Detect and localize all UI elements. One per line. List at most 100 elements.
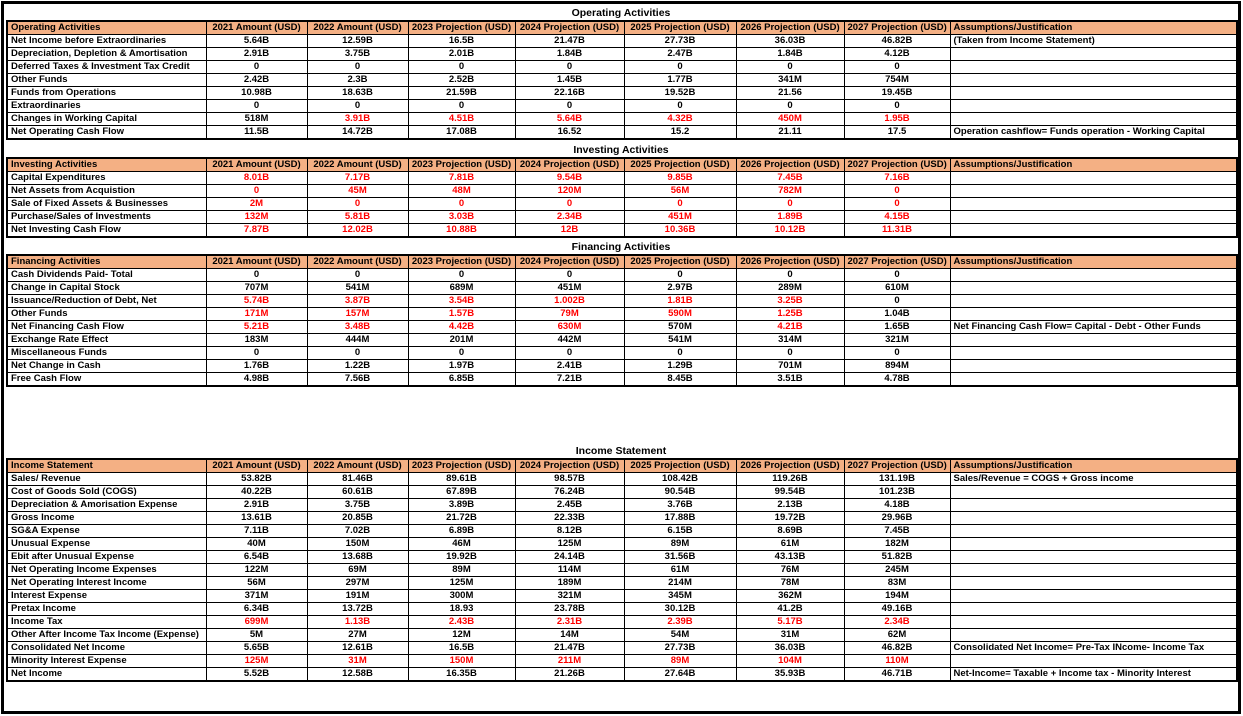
row-label[interactable]: Depreciation, Depletion & Amortisation — [6, 47, 207, 61]
cell-value[interactable]: 114M — [514, 563, 625, 577]
cell-value[interactable]: 18.63B — [306, 86, 409, 100]
cell-value[interactable]: 40.22B — [205, 485, 308, 499]
cell-value[interactable]: 5.81B — [306, 210, 409, 224]
cell-value[interactable]: 4.21B — [735, 320, 845, 334]
cell-value[interactable]: 0 — [205, 60, 308, 74]
cell-assumption[interactable] — [949, 112, 1238, 126]
cell-value[interactable]: 894M — [843, 359, 951, 373]
row-label[interactable]: Pretax Income — [6, 602, 207, 616]
row-label[interactable]: Income Tax — [6, 615, 207, 629]
cell-value[interactable]: 2M — [205, 197, 308, 211]
cell-value[interactable]: 2.42B — [205, 73, 308, 87]
row-label[interactable]: Net Operating Income Expenses — [6, 563, 207, 577]
header-section-label[interactable]: Operating Activities — [6, 20, 207, 35]
cell-value[interactable]: 0 — [306, 346, 409, 360]
cell-value[interactable]: 60.61B — [306, 485, 409, 499]
cell-value[interactable]: 541M — [623, 333, 737, 347]
cell-value[interactable]: 31M — [306, 654, 409, 668]
cell-value[interactable]: 12.02B — [306, 223, 409, 238]
column-header[interactable]: 2024 Projection (USD) — [514, 157, 625, 172]
cell-assumption[interactable] — [949, 346, 1238, 360]
cell-value[interactable]: 1.89B — [735, 210, 845, 224]
cell-assumption[interactable] — [949, 197, 1238, 211]
cell-value[interactable]: 1.81B — [623, 294, 737, 308]
cell-value[interactable]: 24.14B — [514, 550, 625, 564]
cell-value[interactable]: 1.65B — [843, 320, 951, 334]
cell-assumption[interactable] — [949, 359, 1238, 373]
cell-value[interactable]: 7.11B — [205, 524, 308, 538]
column-header[interactable]: 2021 Amount (USD) — [205, 458, 308, 473]
cell-value[interactable]: 90.54B — [623, 485, 737, 499]
cell-value[interactable]: 7.45B — [843, 524, 951, 538]
cell-value[interactable]: 345M — [623, 589, 737, 603]
cell-assumption[interactable] — [949, 498, 1238, 512]
cell-value[interactable]: 171M — [205, 307, 308, 321]
cell-value[interactable]: 21.59B — [407, 86, 516, 100]
cell-value[interactable]: 21.72B — [407, 511, 516, 525]
cell-value[interactable]: 5.65B — [205, 641, 308, 655]
column-header[interactable]: 2027 Projection (USD) — [843, 20, 951, 35]
cell-value[interactable]: 10.36B — [623, 223, 737, 238]
column-header[interactable]: 2023 Projection (USD) — [407, 254, 516, 269]
cell-value[interactable]: 4.51B — [407, 112, 516, 126]
row-label[interactable]: Purchase/Sales of Investments — [6, 210, 207, 224]
row-label[interactable]: Cost of Goods Sold (COGS) — [6, 485, 207, 499]
cell-value[interactable]: 194M — [843, 589, 951, 603]
cell-value[interactable]: 0 — [205, 184, 308, 198]
cell-value[interactable]: 3.48B — [306, 320, 409, 334]
cell-value[interactable]: 5.52B — [205, 667, 308, 682]
assumptions-column-header[interactable]: Assumptions/Justification — [949, 157, 1238, 172]
row-label[interactable]: Miscellaneous Funds — [6, 346, 207, 360]
cell-value[interactable]: 0 — [514, 268, 625, 282]
cell-value[interactable]: 3.75B — [306, 498, 409, 512]
cell-value[interactable]: 701M — [735, 359, 845, 373]
row-label[interactable]: Changes in Working Capital — [6, 112, 207, 126]
column-header[interactable]: 2025 Projection (USD) — [623, 458, 737, 473]
cell-assumption[interactable] — [949, 537, 1238, 551]
cell-assumption[interactable] — [949, 563, 1238, 577]
cell-value[interactable]: 7.45B — [735, 171, 845, 185]
cell-value[interactable]: 17.5 — [843, 125, 951, 140]
cell-assumption[interactable]: Net-Income= Taxable + Income tax - Minor… — [949, 667, 1238, 682]
cell-value[interactable]: 0 — [514, 60, 625, 74]
row-label[interactable]: Net Assets from Acquistion — [6, 184, 207, 198]
cell-value[interactable]: 19.92B — [407, 550, 516, 564]
cell-value[interactable]: 1.45B — [514, 73, 625, 87]
cell-value[interactable]: 53.82B — [205, 472, 308, 486]
cell-assumption[interactable] — [949, 281, 1238, 295]
cell-value[interactable]: 14.72B — [306, 125, 409, 140]
cell-value[interactable]: 0 — [623, 268, 737, 282]
cell-value[interactable]: 0 — [843, 184, 951, 198]
cell-assumption[interactable]: Operation cashflow= Funds operation - Wo… — [949, 125, 1238, 140]
row-label[interactable]: Sale of Fixed Assets & Businesses — [6, 197, 207, 211]
cell-value[interactable]: 362M — [735, 589, 845, 603]
cell-value[interactable]: 3.91B — [306, 112, 409, 126]
cell-assumption[interactable] — [949, 60, 1238, 74]
cell-value[interactable]: 321M — [514, 589, 625, 603]
cell-value[interactable]: 2.91B — [205, 47, 308, 61]
column-header[interactable]: 2022 Amount (USD) — [306, 458, 409, 473]
cell-value[interactable]: 0 — [843, 197, 951, 211]
cell-value[interactable]: 2.45B — [514, 498, 625, 512]
cell-value[interactable]: 444M — [306, 333, 409, 347]
cell-value[interactable]: 699M — [205, 615, 308, 629]
cell-value[interactable]: 0 — [407, 60, 516, 74]
cell-value[interactable]: 62M — [843, 628, 951, 642]
cell-value[interactable]: 79M — [514, 307, 625, 321]
cell-value[interactable]: 5.64B — [514, 112, 625, 126]
cell-assumption[interactable]: (Taken from Income Statement) — [949, 34, 1238, 48]
cell-value[interactable]: 1.84B — [735, 47, 845, 61]
row-label[interactable]: Other After Income Tax Income (Expense) — [6, 628, 207, 642]
cell-value[interactable]: 21.47B — [514, 34, 625, 48]
cell-value[interactable]: 125M — [407, 576, 516, 590]
cell-value[interactable]: 689M — [407, 281, 516, 295]
cell-value[interactable]: 9.85B — [623, 171, 737, 185]
cell-value[interactable]: 98.57B — [514, 472, 625, 486]
cell-value[interactable]: 48M — [407, 184, 516, 198]
row-label[interactable]: Ebit after Unusual Expense — [6, 550, 207, 564]
cell-assumption[interactable] — [949, 171, 1238, 185]
cell-value[interactable]: 10.12B — [735, 223, 845, 238]
cell-value[interactable]: 0 — [514, 197, 625, 211]
cell-value[interactable]: 46.82B — [843, 641, 951, 655]
cell-value[interactable]: 3.89B — [407, 498, 516, 512]
